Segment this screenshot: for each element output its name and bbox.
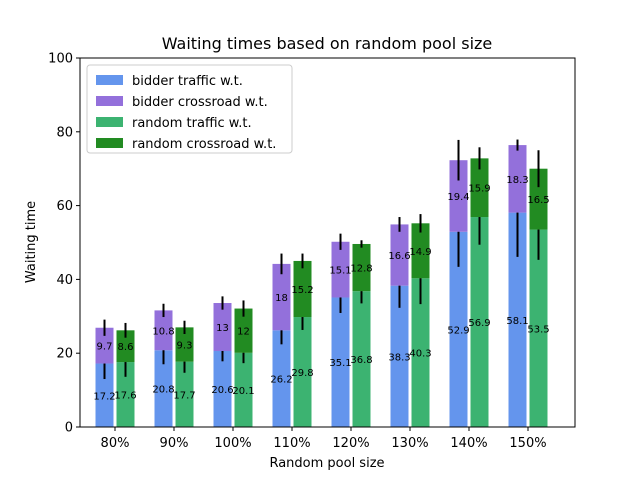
y-tick-label: 100: [48, 52, 73, 67]
y-tick-label: 20: [56, 347, 73, 362]
legend-swatch: [96, 117, 123, 127]
bar-random-crossroad: [116, 330, 135, 363]
data-label: 35.1: [329, 358, 351, 369]
bar-bidder-traffic: [331, 297, 350, 427]
data-label: 20.8: [152, 385, 174, 396]
data-label: 12.8: [350, 264, 372, 275]
bar-random-traffic: [411, 278, 430, 427]
legend-swatch: [96, 96, 123, 106]
bar-bidder-traffic: [449, 231, 468, 427]
x-tick-label: 100%: [214, 436, 251, 451]
bar-bidder-traffic: [390, 285, 409, 427]
bar-bidder-crossroad: [213, 303, 232, 351]
data-label: 36.8: [350, 355, 372, 366]
data-label: 19.4: [447, 192, 469, 203]
bar-random-crossroad: [293, 260, 312, 318]
bar-random-crossroad: [352, 243, 371, 292]
data-label: 17.6: [114, 391, 136, 402]
data-label: 15.2: [291, 285, 313, 296]
y-tick-label: 80: [56, 125, 73, 140]
data-label: 16.6: [388, 251, 410, 262]
data-label: 29.8: [291, 368, 313, 379]
data-label: 56.9: [468, 318, 490, 329]
data-label: 10.8: [152, 326, 174, 337]
bar-bidder-crossroad: [390, 224, 409, 286]
x-tick-label: 130%: [391, 436, 428, 451]
bar-bidder-traffic: [272, 330, 291, 427]
y-tick-label: 0: [65, 421, 73, 436]
data-label: 15.9: [468, 184, 490, 195]
y-tick-label: 60: [56, 199, 73, 214]
data-label: 18: [275, 293, 288, 304]
bar-random-crossroad: [529, 168, 548, 230]
bar-bidder-traffic: [154, 350, 173, 427]
data-label: 18.3: [506, 175, 528, 186]
legend: bidder traffic w.t. bidder crossroad w.t.…: [86, 64, 293, 154]
bar-random-traffic: [352, 291, 371, 427]
plot-frame: [79, 57, 576, 428]
legend-swatch: [96, 75, 123, 85]
legend-label: bidder traffic w.t.: [132, 74, 243, 89]
legend-label: bidder crossroad w.t.: [132, 95, 268, 110]
bar-bidder-crossroad: [154, 310, 173, 351]
x-tick-label: 80%: [101, 436, 130, 451]
plot-area: 17.2 9.7 17.6 8.6 20.8 10.8 17.7 9.3 20.6 13 20.1 1…: [93, 139, 550, 427]
x-axis-label: Random pool size: [269, 456, 384, 471]
bar-bidder-crossroad: [272, 263, 291, 331]
chart-title: Waiting times based on random pool size: [162, 34, 493, 53]
x-tick-label: 90%: [160, 436, 189, 451]
bar-bidder-crossroad: [449, 160, 468, 232]
legend-box: [86, 64, 293, 154]
bar-random-crossroad: [411, 223, 430, 279]
bar-random-traffic: [529, 229, 548, 427]
x-tick-label: 140%: [450, 436, 487, 451]
data-label: 20.1: [232, 386, 254, 397]
bar-bidder-crossroad: [95, 327, 114, 364]
data-label: 17.2: [93, 391, 115, 402]
bar-bidder-crossroad: [508, 145, 527, 213]
legend-label: random traffic w.t.: [132, 116, 252, 131]
legend-label: random crossroad w.t.: [132, 137, 276, 152]
y-axis-label: Waiting time: [24, 201, 39, 283]
x-tick-label: 110%: [273, 436, 310, 451]
bar-random-traffic: [470, 217, 489, 427]
data-label: 9.7: [97, 342, 113, 353]
y-tick-label: 40: [56, 273, 73, 288]
bar-random-traffic: [293, 317, 312, 427]
bar-random-traffic: [116, 362, 135, 427]
data-label: 38.3: [388, 352, 410, 363]
legend-swatch: [96, 138, 123, 148]
data-label: 40.3: [409, 349, 431, 360]
bar-random-traffic: [175, 361, 194, 427]
data-label: 58.1: [506, 316, 528, 327]
x-tick-label: 150%: [509, 436, 546, 451]
data-label: 52.9: [447, 325, 469, 336]
bar-bidder-crossroad: [331, 241, 350, 298]
data-label: 12: [237, 327, 250, 338]
data-label: 26.2: [270, 375, 292, 386]
bar-bidder-traffic: [95, 363, 114, 427]
bar-bidder-traffic: [213, 350, 232, 427]
bar-random-traffic: [234, 352, 253, 427]
data-label: 8.6: [118, 342, 134, 353]
data-label: 9.3: [177, 341, 193, 352]
data-label: 17.7: [173, 390, 195, 401]
bar-random-crossroad: [470, 158, 489, 218]
x-tick-label: 120%: [332, 436, 369, 451]
data-label: 20.6: [211, 385, 233, 396]
bar-bidder-traffic: [508, 212, 527, 427]
data-label: 15.1: [329, 266, 351, 277]
data-label: 16.5: [527, 195, 549, 206]
bar-random-crossroad: [175, 327, 194, 362]
data-label: 53.5: [527, 324, 549, 335]
data-label: 13: [216, 323, 229, 334]
bar-random-crossroad: [234, 308, 253, 353]
data-label: 14.9: [409, 247, 431, 258]
axes: 0 20 40 60 80 100 80% 90% 100% 110% 120% 130% 140% 15…: [48, 52, 576, 451]
